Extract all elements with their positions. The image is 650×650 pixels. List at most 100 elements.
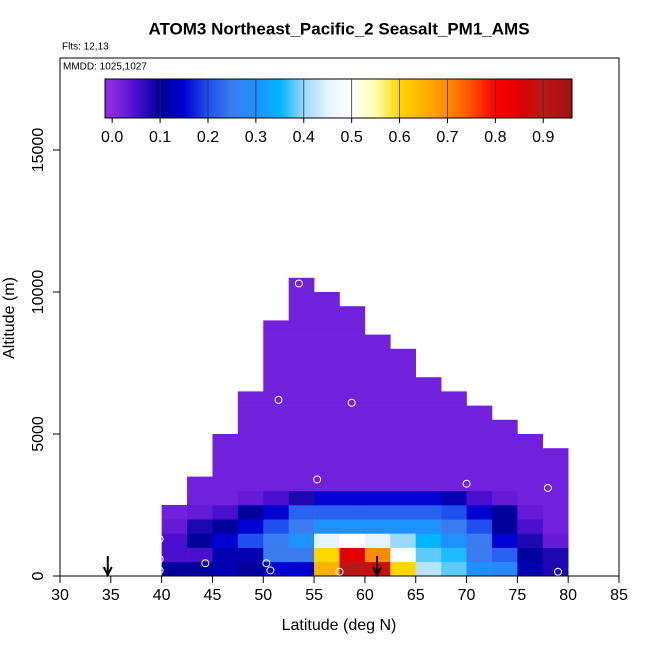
heat-cell [466, 490, 493, 506]
heat-cell [263, 519, 289, 534]
heat-cell [314, 533, 340, 548]
x-tick-label: 85 [610, 587, 628, 604]
heat-cell [415, 391, 442, 406]
heat-cell [263, 405, 289, 421]
heat-cell [263, 547, 289, 563]
heat-cell [441, 547, 467, 563]
heat-cell [339, 561, 366, 577]
sample-point [201, 559, 210, 568]
heat-cell [491, 533, 518, 548]
heat-cell [415, 462, 442, 477]
heat-cell [491, 462, 518, 477]
heat-cell [288, 519, 315, 534]
heat-cell [288, 348, 315, 364]
x-tick-label: 80 [559, 587, 577, 604]
heat-cell [517, 490, 544, 506]
heat-cell [390, 519, 417, 534]
heat-cell [339, 519, 366, 534]
x-tick-label: 45 [204, 587, 222, 604]
heat-cell [390, 377, 417, 392]
heat-cell [339, 363, 366, 378]
heat-cell [517, 547, 544, 563]
heat-cell [314, 320, 340, 335]
heat-cell [491, 490, 518, 506]
heat-cell [441, 490, 467, 506]
heat-cell [390, 476, 417, 492]
heat-cell [314, 462, 340, 477]
heat-cell [237, 547, 264, 563]
heat-cell [364, 448, 391, 463]
heat-cell [263, 505, 289, 520]
heat-cell [390, 547, 417, 563]
x-tick-label: 35 [102, 587, 120, 604]
heat-cell [466, 405, 493, 421]
heat-cell [237, 448, 264, 463]
heat-cell [314, 519, 340, 534]
heat-cell [390, 434, 417, 449]
heat-cell [390, 391, 417, 406]
heat-cell [517, 561, 544, 577]
y-tick-label: 15000 [30, 128, 47, 173]
heat-cell [415, 448, 442, 463]
heat-cell [288, 405, 315, 421]
heat-cell [212, 476, 239, 492]
heat-cell [288, 462, 315, 477]
x-tick-label: 75 [508, 587, 526, 604]
heat-cell [314, 434, 340, 449]
heat-cell [339, 377, 366, 392]
heat-cell [288, 505, 315, 520]
sample-point [155, 535, 164, 544]
heat-cell [339, 348, 366, 364]
sample-point [543, 483, 552, 492]
heat-cell [212, 547, 239, 563]
x-axis-label: Latitude (deg N) [282, 617, 397, 634]
heat-cell [237, 533, 264, 548]
heat-cell [364, 490, 391, 506]
heat-cell [390, 405, 417, 421]
heat-cell [415, 377, 442, 392]
heat-cell [212, 533, 239, 548]
heat-cell [339, 448, 366, 463]
heat-cell [441, 391, 467, 406]
heat-cell [364, 533, 391, 548]
heat-cell [517, 448, 544, 463]
heat-cell [339, 434, 366, 449]
heat-cell [237, 434, 264, 449]
heat-cell [364, 419, 391, 435]
heat-cell [314, 490, 340, 506]
heat-cell [415, 490, 442, 506]
heat-cell [415, 476, 442, 492]
heat-cell [314, 448, 340, 463]
heat-cell [466, 547, 493, 563]
heat-cell [237, 391, 264, 406]
heat-cell [263, 320, 289, 335]
heat-cell [288, 377, 315, 392]
heat-cell [542, 448, 569, 463]
heat-cell [187, 505, 213, 520]
heat-cell [364, 334, 391, 350]
heat-cell [364, 462, 391, 477]
heat-cell [415, 547, 442, 563]
colorbar-tick-label: 0.9 [532, 129, 554, 146]
heat-cell [288, 490, 315, 506]
heat-cell [288, 533, 315, 548]
heat-cell [288, 334, 315, 350]
heat-cell [364, 434, 391, 449]
heat-cell [466, 434, 493, 449]
heat-cell [161, 561, 188, 577]
heat-cell [263, 334, 289, 350]
heat-cell [491, 419, 518, 435]
heat-cell [466, 533, 493, 548]
flights-label: Flts: 12,13 [62, 42, 109, 53]
heat-cell [288, 476, 315, 492]
heat-cell [288, 277, 315, 293]
colorbar-tick-label: 0.7 [436, 129, 458, 146]
heat-cell [466, 419, 493, 435]
heat-cell [187, 519, 213, 534]
heat-cell [466, 519, 493, 534]
heat-cell [364, 505, 391, 520]
heat-cell [390, 505, 417, 520]
heat-cell [339, 419, 366, 435]
heat-cell [542, 547, 569, 563]
heat-cell [288, 561, 315, 577]
